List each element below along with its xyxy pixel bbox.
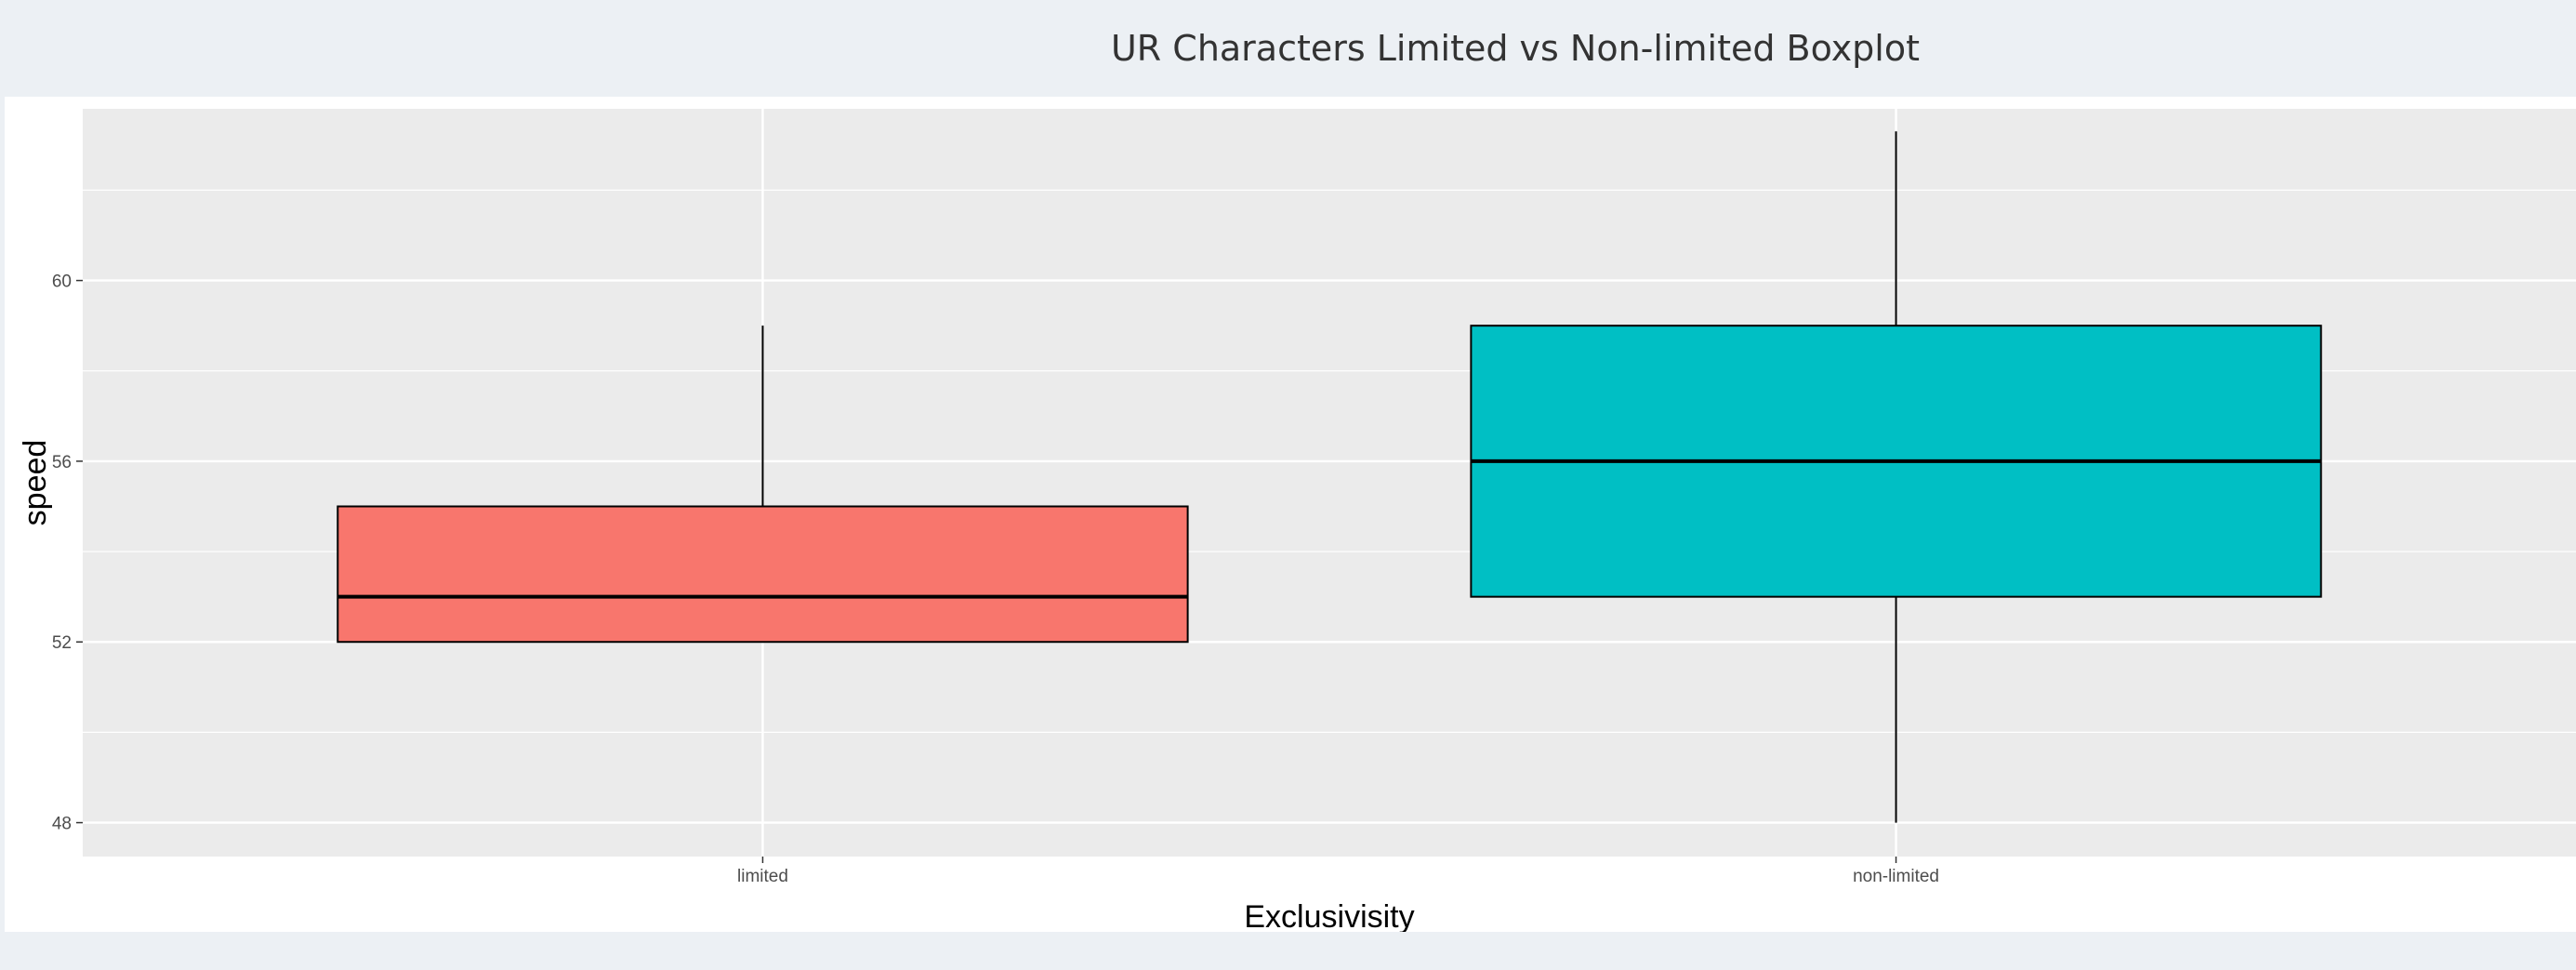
plot-card: 48 52 56 60 limited non-limited Exclusivisit… (5, 97, 2576, 932)
boxplot-chart: 48 52 56 60 limited non-limited Exclusivisit… (18, 109, 2576, 932)
y-axis-ticks: 48 52 56 60 (52, 272, 83, 834)
x-axis-title: Exclusivisity (1244, 899, 1414, 932)
y-tick-label: 52 (52, 633, 72, 653)
y-tick-label: 60 (52, 272, 72, 292)
x-axis-ticks: limited non-limited (737, 857, 1939, 886)
box-layer (337, 131, 2322, 823)
x-tick-label: limited (737, 867, 788, 886)
x-tick-label: non-limited (1853, 867, 1939, 886)
box-body (337, 505, 1189, 644)
y-axis-title: speed (18, 440, 53, 526)
y-tick-label: 56 (52, 453, 72, 472)
box-non-limited (1470, 131, 2322, 823)
page-title: UR Characters Limited vs Non-limited Box… (1110, 28, 1921, 69)
box-limited (337, 326, 1189, 644)
y-tick-label: 48 (52, 815, 72, 834)
